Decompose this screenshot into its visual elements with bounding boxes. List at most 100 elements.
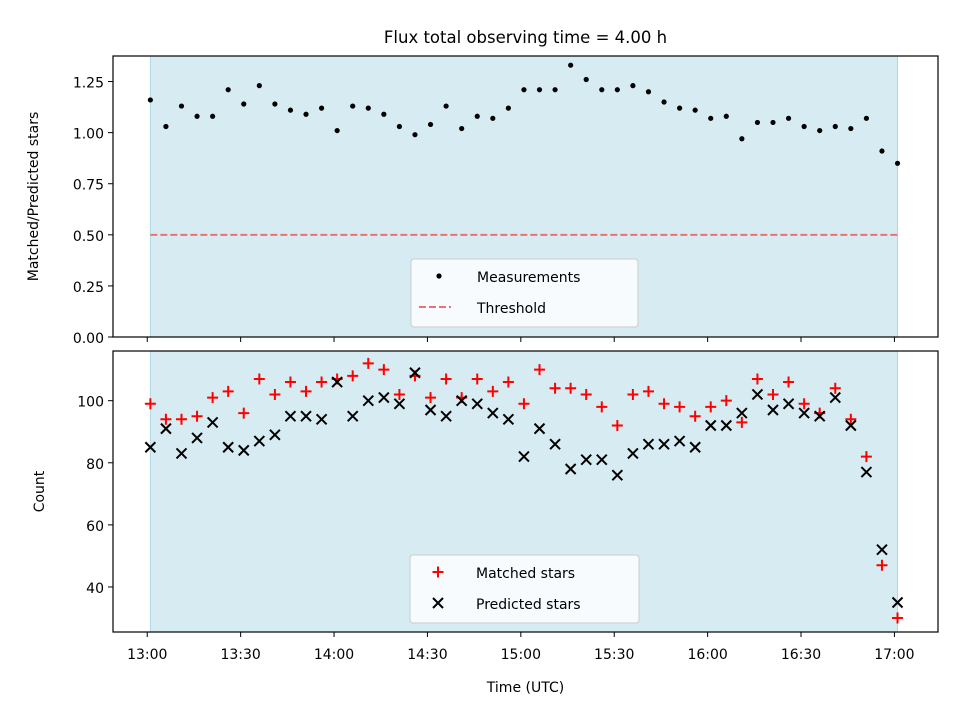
x-tick-label: 15:30 (594, 647, 634, 663)
predicted-star-marker (455, 394, 468, 407)
predicted-star-marker (658, 438, 670, 450)
measurement-point (583, 76, 589, 83)
predicted-star-marker (269, 429, 281, 441)
matched-star-marker (347, 370, 359, 382)
matched-star-marker (674, 401, 686, 413)
matched-star-marker (751, 373, 763, 385)
measurement-point (817, 127, 823, 134)
predicted-star-marker (891, 596, 904, 609)
matched-star-marker (627, 388, 639, 400)
matched-star-marker (300, 385, 312, 397)
measurement-point (536, 87, 543, 93)
predicted-star-marker (440, 410, 452, 422)
predicted-star-marker (144, 441, 157, 453)
measurement-point (692, 107, 698, 113)
predicted-star-marker (642, 438, 655, 450)
matched-star-marker (860, 451, 872, 463)
matched-star-marker (191, 410, 203, 422)
matched-star-marker (487, 385, 499, 397)
measurement-point (225, 87, 231, 93)
y-tick-label: 60 (86, 519, 104, 535)
matched-star-marker (362, 357, 374, 369)
measurement-point (490, 115, 496, 121)
matched-star-marker (767, 388, 779, 400)
bottom-y-axis-label: Count (32, 470, 48, 512)
measurement-point (739, 136, 745, 142)
matched-star-marker (207, 392, 219, 404)
bottom-axes-frame (112, 350, 939, 633)
y-tick-label: 0.50 (73, 229, 104, 245)
measurement-point (303, 111, 309, 117)
matched-star-marker (144, 398, 156, 410)
matched-star-marker (518, 398, 530, 410)
matched-star-marker (596, 401, 608, 413)
measurement-point (272, 101, 278, 107)
predicted-star-marker (160, 422, 172, 435)
matched-star-marker (658, 398, 670, 410)
measurement-point (287, 107, 294, 113)
legend-dot-handle (436, 273, 442, 279)
top-x-ticks (146, 337, 895, 342)
measurement-point (801, 123, 807, 130)
measurement-point (677, 105, 683, 111)
measurement-point (599, 87, 605, 93)
predicted-star-marker (860, 466, 873, 478)
predicted-star-marker (424, 404, 437, 416)
matched-star-marker (720, 395, 732, 407)
predicted-star-marker (315, 413, 328, 426)
predicted-star-marker (736, 407, 748, 419)
measurement-point (381, 111, 387, 117)
matched-star-marker (642, 385, 654, 397)
predicted-star-marker (347, 410, 359, 422)
measurement-point (552, 87, 558, 93)
x-axis-label: Time (UTC) (486, 680, 564, 696)
legend-label: Threshold (476, 301, 546, 317)
predicted-star-marker (720, 419, 733, 432)
bottom-x-ticks: 13:00 13:30 14:00 14:30 15:00 15:30 16:00 16:30… (127, 632, 915, 663)
measurement-point (614, 87, 620, 93)
matched-star-marker (253, 373, 265, 385)
measurement-point (894, 160, 901, 166)
matched-star-marker (892, 612, 904, 624)
x-tick-label: 15:00 (501, 647, 541, 663)
predicted-star-marker (331, 376, 343, 388)
measurement-point (443, 103, 449, 109)
measurement-point (350, 103, 356, 109)
top-axes-frame (112, 55, 939, 338)
matched-star-marker (393, 388, 405, 400)
predicted-star-marker (705, 419, 717, 432)
predicted-star-marker (206, 416, 219, 429)
measurement-point (427, 121, 434, 128)
predicted-star-marker (284, 410, 297, 422)
predicted-star-marker (487, 407, 499, 419)
predicted-star-marker (845, 419, 857, 432)
matched-star-marker (549, 382, 561, 394)
y-tick-label: 80 (86, 457, 104, 473)
predicted-star-marker (798, 407, 810, 419)
measurement-point (396, 123, 403, 130)
measurement-point (459, 125, 465, 132)
measurement-point (194, 113, 200, 119)
bottom-legend: Matched stars Predicted stars (409, 554, 640, 624)
predicted-star-marker (253, 435, 266, 447)
matched-star-marker (611, 420, 623, 432)
matched-star-marker (378, 364, 390, 376)
matched-star-marker (269, 388, 281, 400)
predicted-star-marker (580, 453, 592, 466)
predicted-star-marker (627, 447, 639, 460)
legend-x-handle (432, 597, 444, 609)
predicted-star-marker (611, 469, 624, 481)
predicted-star-marker (378, 391, 390, 404)
matched-star-marker (175, 413, 187, 425)
legend-box (409, 554, 640, 624)
predicted-star-marker (175, 447, 188, 460)
predicted-star-marker (518, 450, 530, 463)
top-y-axis-label: Matched/Predicted stars (26, 112, 42, 282)
matched-star-marker (876, 559, 888, 571)
matched-star-marker (829, 382, 841, 394)
legend-label: Predicted stars (476, 597, 581, 613)
matched-star-marker (471, 373, 483, 385)
measurement-point (879, 148, 885, 154)
measurement-point (334, 127, 340, 134)
